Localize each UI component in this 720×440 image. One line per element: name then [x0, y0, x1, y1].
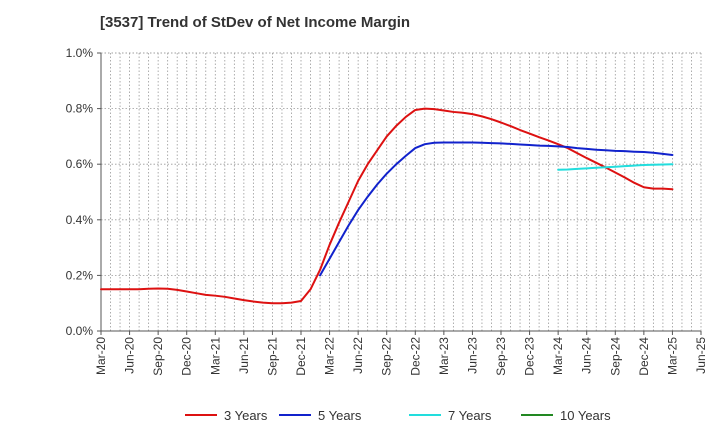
y-tick-label: 0.2%	[66, 268, 94, 282]
x-tick-label: Jun-23	[465, 337, 479, 374]
chart-title: [3537] Trend of StDev of Net Income Marg…	[100, 14, 411, 31]
x-tick-label: Sep-22	[380, 337, 394, 376]
y-tick-label: 0.0%	[66, 324, 94, 338]
x-tick-label: Mar-22	[323, 337, 337, 375]
series-line-3-years	[100, 107, 674, 305]
x-tick-label: Dec-24	[637, 337, 651, 376]
legend-label: 3 Years	[224, 408, 268, 423]
legend-label: 7 Years	[448, 408, 492, 423]
y-tick-label: 1.0%	[66, 46, 94, 60]
x-tick-label: Mar-23	[437, 337, 451, 375]
y-tick-label: 0.8%	[66, 102, 94, 116]
x-tick-label: Jun-25	[694, 337, 708, 374]
plot-area	[101, 53, 701, 331]
series-line-7-years	[557, 163, 674, 171]
y-tick-label: 0.6%	[66, 157, 94, 171]
x-tick-label: Sep-21	[265, 337, 279, 376]
x-tick-label: Mar-21	[208, 337, 222, 375]
series-lines	[100, 107, 674, 305]
legend-label: 5 Years	[318, 408, 362, 423]
x-tick-label: Sep-20	[151, 337, 165, 376]
x-tick-label: Dec-21	[294, 337, 308, 376]
x-tick-label: Mar-25	[665, 337, 679, 375]
y-tick-label: 0.4%	[66, 213, 94, 227]
x-tick-label: Jun-21	[237, 337, 251, 374]
x-tick-label: Jun-22	[351, 337, 365, 374]
x-tick-label: Dec-20	[180, 337, 194, 376]
grid	[101, 52, 701, 331]
legend: 3 Years 5 Years 7 Years 10 Years	[185, 408, 611, 423]
legend-label: 10 Years	[560, 408, 611, 423]
x-tick-label: Mar-24	[551, 337, 565, 375]
x-tick-label: Mar-20	[94, 337, 108, 375]
x-tick-label: Dec-23	[523, 337, 537, 376]
x-tick-label: Jun-24	[580, 337, 594, 374]
series-line-5-years	[319, 141, 674, 277]
x-tick-label: Sep-24	[608, 337, 622, 376]
x-tick-label: Sep-23	[494, 337, 508, 376]
axes: 0.0% 0.2% 0.4% 0.6% 0.8% 1.0% Mar-20 Jun-20 Sep-…	[66, 46, 708, 376]
x-tick-label: Dec-22	[408, 337, 422, 376]
x-tick-label: Jun-20	[123, 337, 137, 374]
